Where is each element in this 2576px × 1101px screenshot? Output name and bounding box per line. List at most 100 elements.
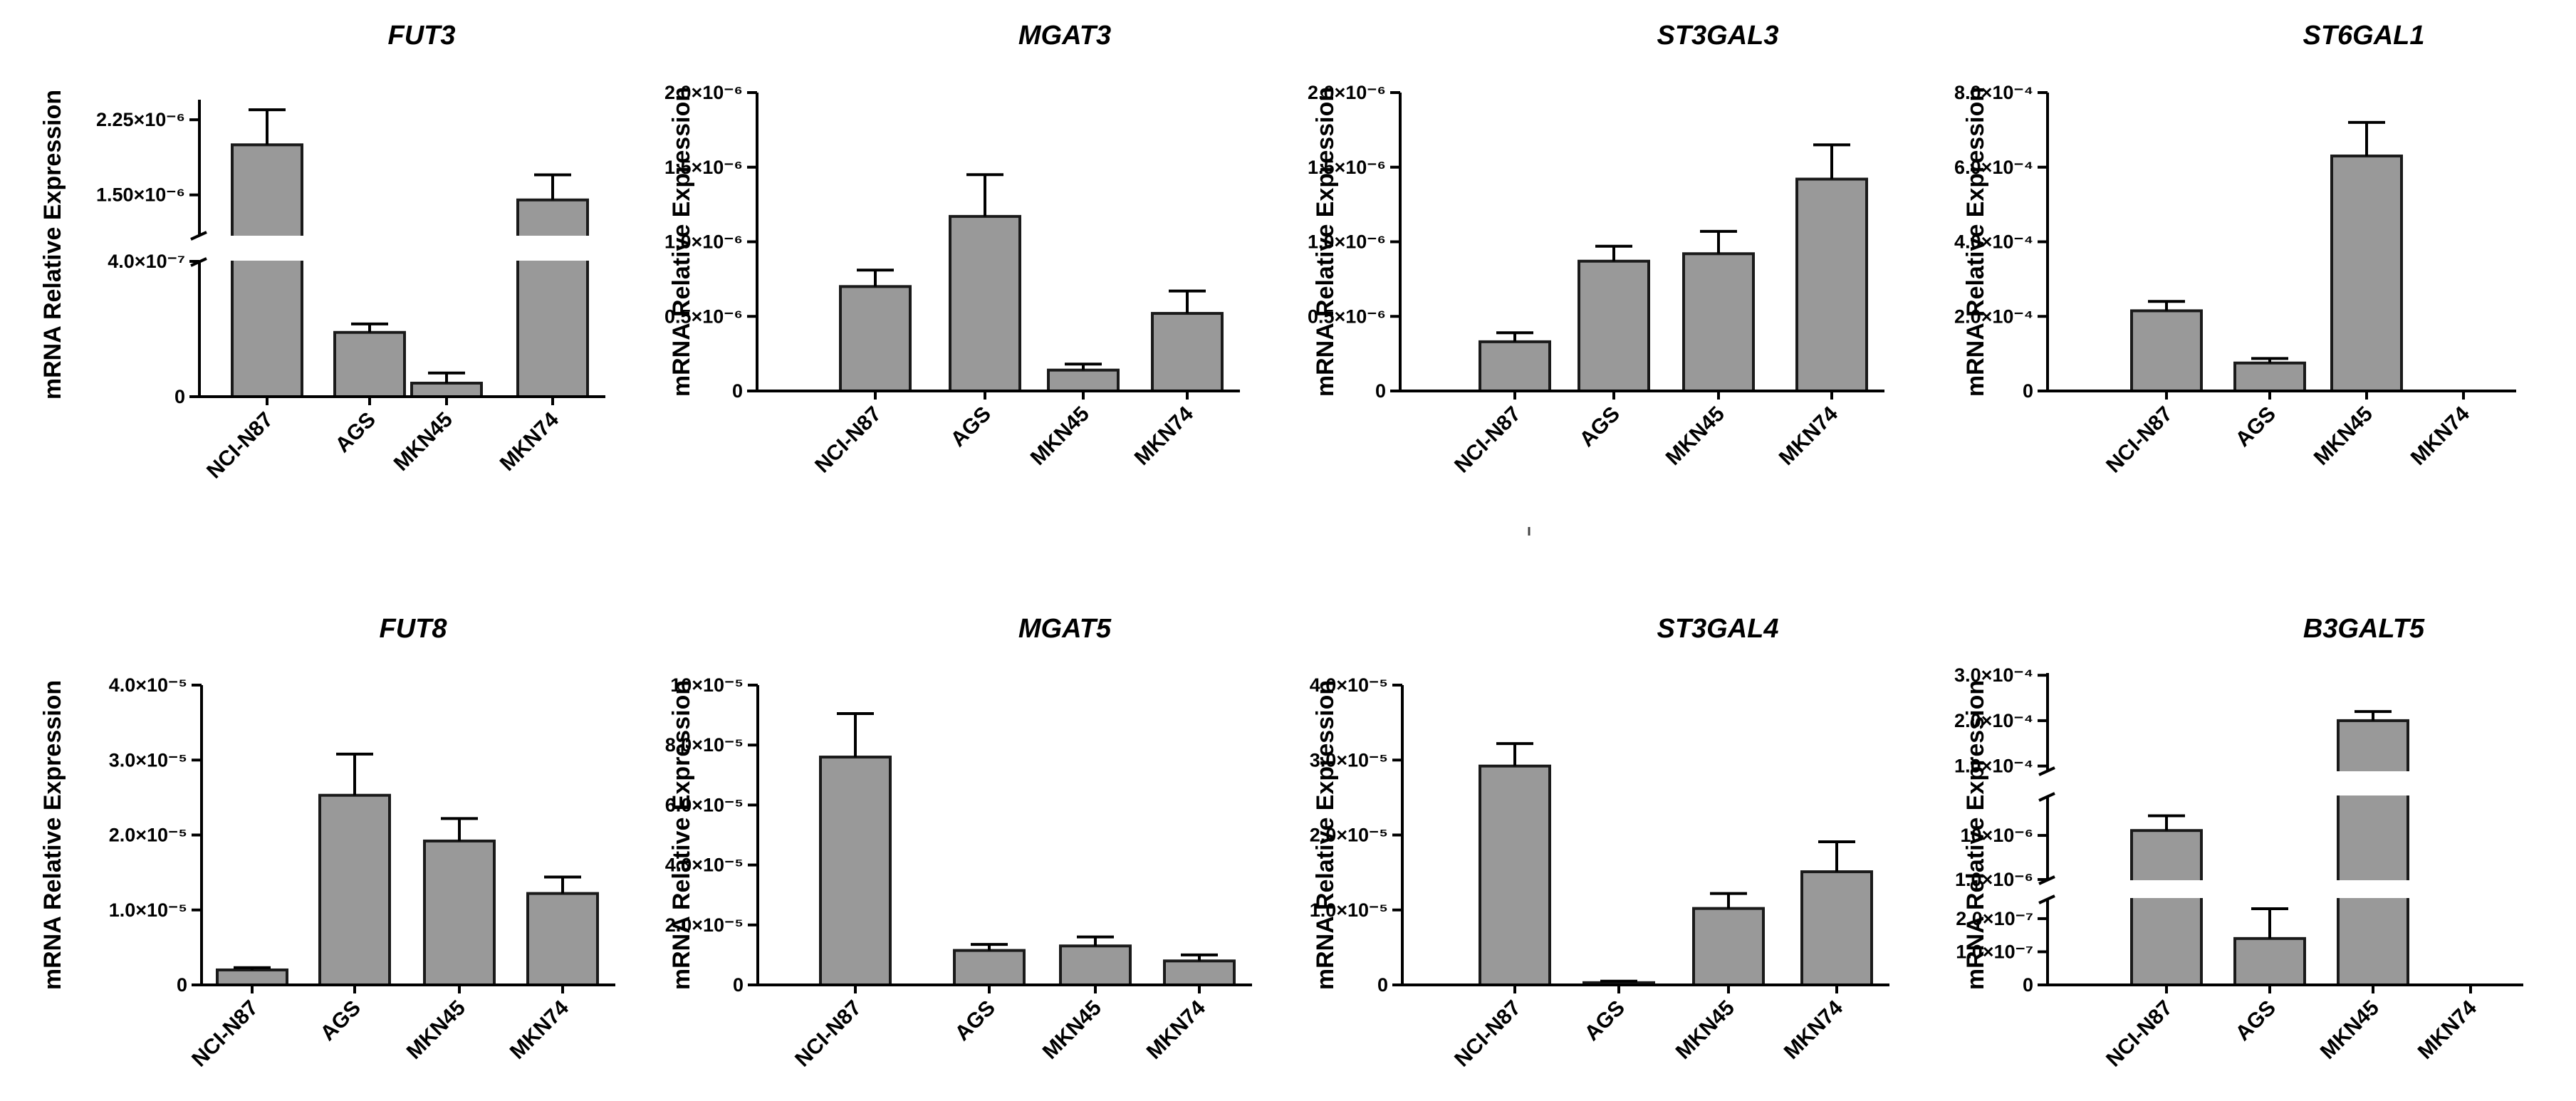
axis-break-gap-mkn45 bbox=[2336, 771, 2410, 795]
bar-mkn45 bbox=[1692, 907, 1765, 987]
bar-nci-n87 bbox=[819, 756, 892, 987]
y-tick-label: 0.5×10⁻⁶ bbox=[1308, 306, 1386, 327]
x-tick-label: NCI-N87 bbox=[2102, 996, 2177, 1072]
bar-ags bbox=[318, 793, 391, 987]
y-tick-label: 2.25×10⁻⁶ bbox=[96, 109, 185, 130]
chart-panel-mgat5: MGAT5 mRNA Relative Expression 0 2.0×10⁻⁵ 4.… bbox=[665, 614, 1252, 1071]
bar-mkn74 bbox=[516, 198, 589, 398]
y-tick-label: 2.0×10⁻⁶ bbox=[664, 82, 743, 103]
x-tick-label: MKN74 bbox=[496, 407, 563, 475]
bar-nci-n87 bbox=[231, 143, 303, 398]
bar-mkn74 bbox=[1163, 959, 1236, 986]
x-tick-label: MKN45 bbox=[1038, 996, 1106, 1064]
chart-title: FUT8 bbox=[380, 614, 448, 644]
chart-panel-fut3: FUT3 mRNA Relative Expression 0 4.0×10⁻⁷ 1.5… bbox=[39, 21, 605, 483]
x-tick-label: NCI-N87 bbox=[202, 408, 278, 484]
x-tick-label: NCI-N87 bbox=[1450, 402, 1526, 478]
axis-break-mark bbox=[2038, 766, 2055, 776]
y-tick-label: 10×10⁻⁵ bbox=[670, 674, 744, 696]
x-tick-label: NCI-N87 bbox=[791, 996, 866, 1072]
y-tick-label: 1.0×10⁻⁴ bbox=[1954, 756, 2033, 777]
y-axis-label: mRNA Relative Expression bbox=[668, 680, 695, 990]
x-tick-label: MKN74 bbox=[1775, 402, 1842, 469]
y-tick-label: 4.0×10⁻⁴ bbox=[1954, 231, 2033, 253]
bar-mkn74 bbox=[1800, 870, 1873, 987]
y-tick-label: 3.0×10⁻⁵ bbox=[109, 749, 187, 771]
y-tick-label: 0 bbox=[2023, 380, 2033, 402]
y-tick-label: 4.0×10⁻⁷ bbox=[108, 251, 185, 272]
x-tick-label: AGS bbox=[2231, 996, 2280, 1045]
bar-ags bbox=[2233, 936, 2306, 987]
y-tick-label: 1.0×10⁻⁶ bbox=[1955, 869, 2033, 890]
y-tick-label: 2.0×10⁻⁴ bbox=[1954, 710, 2033, 731]
y-tick-label: 1.5×10⁻⁶ bbox=[1308, 157, 1386, 178]
y-tick-label: 0 bbox=[1377, 974, 1388, 996]
bar-mkn74 bbox=[1151, 312, 1224, 392]
x-tick-label: MKN45 bbox=[390, 408, 457, 476]
x-tick-label: MKN45 bbox=[2316, 996, 2384, 1064]
bar-ags bbox=[1578, 259, 1650, 392]
x-tick-label: MKN45 bbox=[2310, 402, 2377, 470]
x-tick-label: MKN74 bbox=[1142, 996, 1210, 1063]
chart-panel-st3gal4: ST3GAL4 mRNA Relative Expression 0 1.0×10⁻⁵… bbox=[1310, 614, 1889, 1071]
bar-ags bbox=[953, 949, 1026, 986]
chart-title: ST6GAL1 bbox=[2303, 21, 2424, 51]
bar-nci-n87 bbox=[216, 968, 288, 986]
y-tick-label: 10×10⁻⁶ bbox=[1960, 825, 2033, 846]
chart-panel-st3gal3: ST3GAL3 mRNA Relative Expression 0 0.5×10⁻⁶… bbox=[1308, 21, 1884, 477]
bar-nci-n87 bbox=[1479, 764, 1551, 987]
bar-mkn45 bbox=[423, 839, 496, 987]
bar-mkn74 bbox=[526, 892, 599, 986]
bar-ags bbox=[949, 214, 1021, 393]
x-tick-label: NCI-N87 bbox=[810, 402, 886, 478]
y-tick-label: 6.0×10⁻⁴ bbox=[1954, 157, 2033, 178]
chart-title: ST3GAL4 bbox=[1657, 614, 1778, 644]
x-tick-label: NCI-N87 bbox=[187, 996, 263, 1072]
y-axis-label: mRNA Relative Expression bbox=[1312, 87, 1339, 397]
bar-mkn45 bbox=[2330, 155, 2403, 392]
x-tick-label: MKN74 bbox=[2414, 996, 2481, 1063]
y-tick-label: 0 bbox=[174, 386, 185, 407]
axis-break-mark bbox=[2038, 894, 2055, 904]
y-axis-label: mRNA Relative Expression bbox=[39, 680, 66, 990]
x-tick-label: NCI-N87 bbox=[1450, 996, 1526, 1072]
x-tick-label: MKN74 bbox=[506, 996, 573, 1063]
y-axis-label: mRNA Relative Expression bbox=[39, 90, 66, 400]
y-tick-label: 4.0×10⁻⁵ bbox=[109, 674, 187, 696]
x-tick-label: MKN45 bbox=[1662, 402, 1729, 470]
bar-mkn45 bbox=[1047, 368, 1120, 392]
axis-break-gap-mkn45 bbox=[2336, 880, 2410, 898]
bar-mkn74 bbox=[1795, 177, 1868, 392]
y-tick-label: 1.0×10⁻⁷ bbox=[1956, 941, 2033, 962]
y-axis-label: mRNA Relative Expression bbox=[1312, 680, 1339, 990]
y-axis-label: mRNA Relative Expression bbox=[668, 87, 695, 397]
y-tick-label: 1.0×10⁻⁶ bbox=[1308, 231, 1386, 253]
bar-mkn45 bbox=[2337, 719, 2409, 986]
y-tick-label: 2.0×10⁻⁵ bbox=[109, 825, 187, 846]
axis-break-mark bbox=[190, 231, 207, 241]
y-tick-label: 0 bbox=[1375, 380, 1386, 402]
y-tick-label: 3.0×10⁻⁵ bbox=[1310, 749, 1388, 771]
bar-ags bbox=[333, 330, 406, 398]
y-tick-label: 2.0×10⁻⁷ bbox=[1956, 908, 2033, 929]
bar-mkn45 bbox=[1682, 252, 1755, 393]
y-tick-label: 0.5×10⁻⁶ bbox=[664, 306, 743, 327]
y-tick-label: 1.5×10⁻⁶ bbox=[664, 157, 743, 178]
x-tick-label: MKN45 bbox=[1672, 996, 1739, 1064]
x-tick-label: MKN45 bbox=[402, 996, 470, 1064]
x-tick-label: NCI-N87 bbox=[2102, 402, 2177, 478]
y-tick-label: 0 bbox=[2023, 974, 2033, 996]
x-tick-label: MKN74 bbox=[1130, 402, 1198, 469]
x-tick-label: AGS bbox=[1575, 402, 1625, 452]
bar-nci-n87 bbox=[2130, 309, 2203, 392]
chart-title: B3GALT5 bbox=[2303, 614, 2425, 644]
y-tick-label: 2.0×10⁻⁵ bbox=[665, 914, 744, 936]
x-tick-label: MKN74 bbox=[1780, 996, 1847, 1063]
bar-ags bbox=[2233, 361, 2306, 392]
y-tick-label: 0 bbox=[732, 380, 743, 402]
chart-title: ST3GAL3 bbox=[1657, 21, 1778, 51]
x-tick-label: AGS bbox=[316, 996, 365, 1045]
y-tick-label: 4.0×10⁻⁵ bbox=[665, 855, 744, 876]
y-tick-label: 2.0×10⁻⁵ bbox=[1310, 825, 1388, 846]
